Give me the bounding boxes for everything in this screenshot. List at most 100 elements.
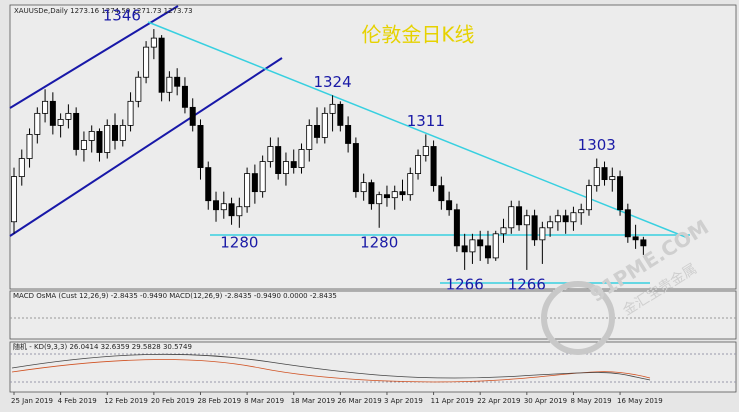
x-tick-label: 8 May 2019: [570, 397, 611, 405]
candle-body: [236, 206, 243, 217]
candle-body: [244, 173, 251, 208]
candle-body: [407, 173, 414, 196]
candle-body: [508, 206, 515, 229]
x-tick-label: 25 Jan 2019: [11, 397, 53, 405]
candle-body: [259, 161, 266, 193]
chart-title: 伦敦金日K线: [361, 23, 474, 47]
candle-body: [282, 161, 289, 174]
candle-body: [189, 106, 196, 126]
candle-body: [10, 176, 17, 223]
candle-body: [298, 149, 305, 168]
kd-line: [11, 353, 651, 381]
x-tick-label: 28 Feb 2019: [197, 397, 241, 405]
candle-body: [593, 167, 600, 187]
candle-body: [531, 215, 538, 241]
price-annotation: 1346: [103, 7, 141, 25]
candle-body: [360, 182, 367, 193]
x-tick-label: 3 Apr 2019: [384, 397, 423, 405]
candle-body: [73, 112, 80, 150]
x-tick-label: 4 Feb 2019: [58, 397, 97, 405]
candle-body: [422, 146, 429, 156]
kd-label: 随机 - KD(9,3,3) 26.0414 32.6359 29.5828 3…: [13, 342, 192, 351]
candle-body: [617, 176, 624, 211]
x-tick-label: 26 Mar 2019: [337, 397, 381, 405]
candle-body: [640, 239, 647, 247]
candle-body: [275, 146, 282, 174]
candle-body: [492, 233, 499, 259]
x-tick-label: 18 Mar 2019: [291, 397, 335, 405]
x-tick-label: 20 Feb 2019: [151, 397, 195, 405]
candle-body: [523, 215, 530, 226]
candle-body: [220, 203, 227, 211]
channel-line: [9, 57, 283, 237]
candle-body: [228, 203, 235, 217]
candle-body: [415, 155, 422, 174]
candle-body: [609, 176, 616, 181]
candle-body: [321, 112, 328, 138]
candle-body: [143, 46, 150, 78]
candle-body: [213, 200, 220, 211]
candle-body: [632, 236, 639, 241]
candle-body: [181, 85, 188, 108]
candle-body: [329, 103, 336, 114]
x-tick-label: 12 Feb 2019: [104, 397, 148, 405]
candle-body: [49, 100, 56, 126]
price-annotation: 1266: [446, 275, 484, 293]
candle-body: [57, 118, 64, 126]
candle-body: [601, 167, 608, 181]
candle-body: [314, 125, 321, 138]
candle-body: [166, 76, 173, 93]
price-annotation: 1266: [508, 275, 546, 293]
candle-body: [624, 209, 631, 238]
candle-body: [376, 194, 383, 205]
candle-body: [337, 103, 344, 126]
candle-body: [104, 125, 111, 153]
candle-body: [430, 146, 437, 187]
candle-body: [453, 209, 460, 247]
x-tick-label: 8 Mar 2019: [244, 397, 284, 405]
candle-body: [399, 191, 406, 196]
candle-body: [88, 131, 95, 141]
candle-body: [150, 37, 157, 48]
x-tick-label: 11 Apr 2019: [431, 397, 474, 405]
price-annotation: 1324: [313, 73, 351, 91]
candle-body: [127, 100, 134, 126]
candle-body: [26, 134, 33, 159]
candle-body: [96, 131, 103, 153]
x-tick-label: 30 Apr 2019: [524, 397, 567, 405]
candle-body: [562, 215, 569, 223]
kd-panel: [9, 341, 737, 393]
candle-body: [290, 161, 297, 168]
candle-body: [516, 206, 523, 226]
candle-body: [205, 167, 212, 202]
candle-body: [578, 209, 585, 214]
candle-body: [267, 146, 274, 162]
macd-panel: [9, 290, 737, 340]
candle-body: [42, 100, 49, 114]
price-annotation: 1303: [578, 136, 616, 154]
candle-body: [469, 239, 476, 253]
watermark-logo: [541, 281, 615, 355]
candle-body: [174, 76, 181, 87]
candle-body: [352, 143, 359, 193]
candle-body: [477, 239, 484, 247]
candle-body: [251, 173, 258, 193]
candle-body: [135, 76, 142, 102]
price-annotation: 1280: [220, 233, 258, 251]
candle-body: [18, 158, 25, 178]
candle-body: [500, 227, 507, 235]
candle-body: [383, 194, 390, 199]
candle-body: [345, 125, 352, 144]
candle-body: [34, 112, 41, 135]
x-tick-label: 16 May 2019: [617, 397, 663, 405]
candle-body: [484, 245, 491, 259]
chart-subtitle: XAUUSDe,Daily 1273.16 1274.50 1271.73 12…: [14, 7, 193, 15]
x-tick-label: 22 Apr 2019: [477, 397, 520, 405]
price-annotation: 1280: [360, 233, 398, 251]
candle-body: [547, 221, 554, 229]
resistance-line: [147, 21, 689, 239]
price-annotation: 1311: [407, 112, 445, 130]
candle-body: [585, 185, 592, 211]
candle-body: [391, 191, 398, 199]
